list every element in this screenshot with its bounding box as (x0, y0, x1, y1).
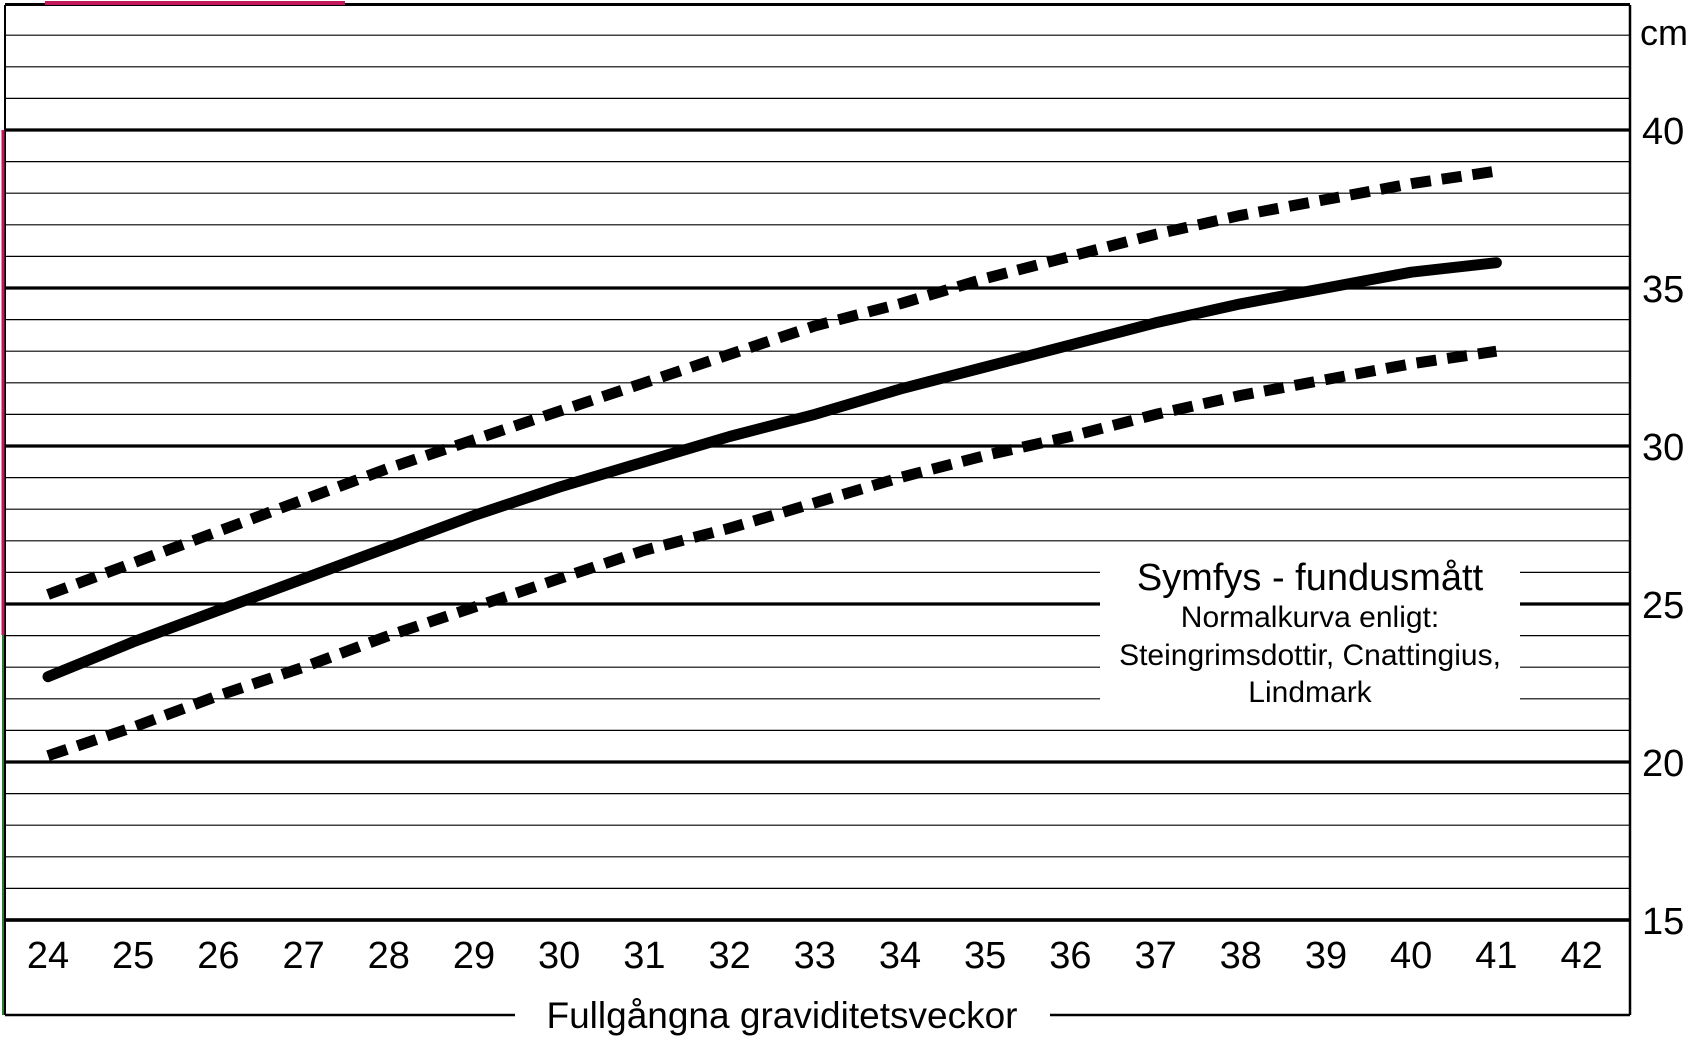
x-tick-label: 36 (1049, 935, 1091, 977)
x-tick-label: 40 (1390, 935, 1432, 977)
median-curve (42, 257, 1502, 683)
x-tick-label: 30 (538, 935, 580, 977)
x-tick-label: 29 (453, 935, 495, 977)
x-tick-label: 42 (1560, 935, 1602, 977)
legend-line: Steingrimsdottir, Cnattingius, (1119, 639, 1501, 672)
x-tick-label: 32 (708, 935, 750, 977)
legend-line: Symfys - fundusmått (1137, 557, 1484, 599)
upper-dashed-curve (46, 165, 1498, 600)
axis-layer: 24 25 26 27 28 29 30 31 32 33 34 35 36 37 38 39 40 41 42 15… (1, 1, 1688, 1036)
y-tick-label: 15 (1642, 901, 1684, 943)
x-tick-label: 26 (197, 935, 239, 977)
x-tick-label: 33 (794, 935, 836, 977)
x-tick-label: 31 (623, 935, 665, 977)
legend-box (1100, 548, 1520, 726)
x-tick-label: 34 (879, 935, 921, 977)
y-unit-label: cm (1640, 12, 1688, 53)
x-tick-label: 27 (282, 935, 324, 977)
x-tick-label: 39 (1305, 935, 1347, 977)
x-axis-label: Fullgångna graviditetsveckor (547, 995, 1018, 1036)
legend-line: Lindmark (1248, 676, 1372, 709)
y-tick-label: 20 (1642, 743, 1684, 785)
y-tick-label: 40 (1642, 111, 1684, 153)
x-tick-label: 41 (1475, 935, 1517, 977)
series-layer (42, 165, 1502, 761)
legend-line: Normalkurva enligt: (1181, 601, 1439, 634)
x-tick-label: 24 (27, 935, 69, 977)
x-tick-label: 35 (964, 935, 1006, 977)
x-tick-label: 28 (368, 935, 410, 977)
y-tick-label: 30 (1642, 427, 1684, 469)
y-tick-label: 25 (1642, 585, 1684, 627)
grid (5, 2, 1630, 922)
y-tick-label: 35 (1642, 269, 1684, 311)
x-tick-label: 38 (1220, 935, 1262, 977)
x-tick-label: 37 (1134, 935, 1176, 977)
x-tick-label: 25 (112, 935, 154, 977)
lower-dashed-curve (46, 345, 1498, 761)
